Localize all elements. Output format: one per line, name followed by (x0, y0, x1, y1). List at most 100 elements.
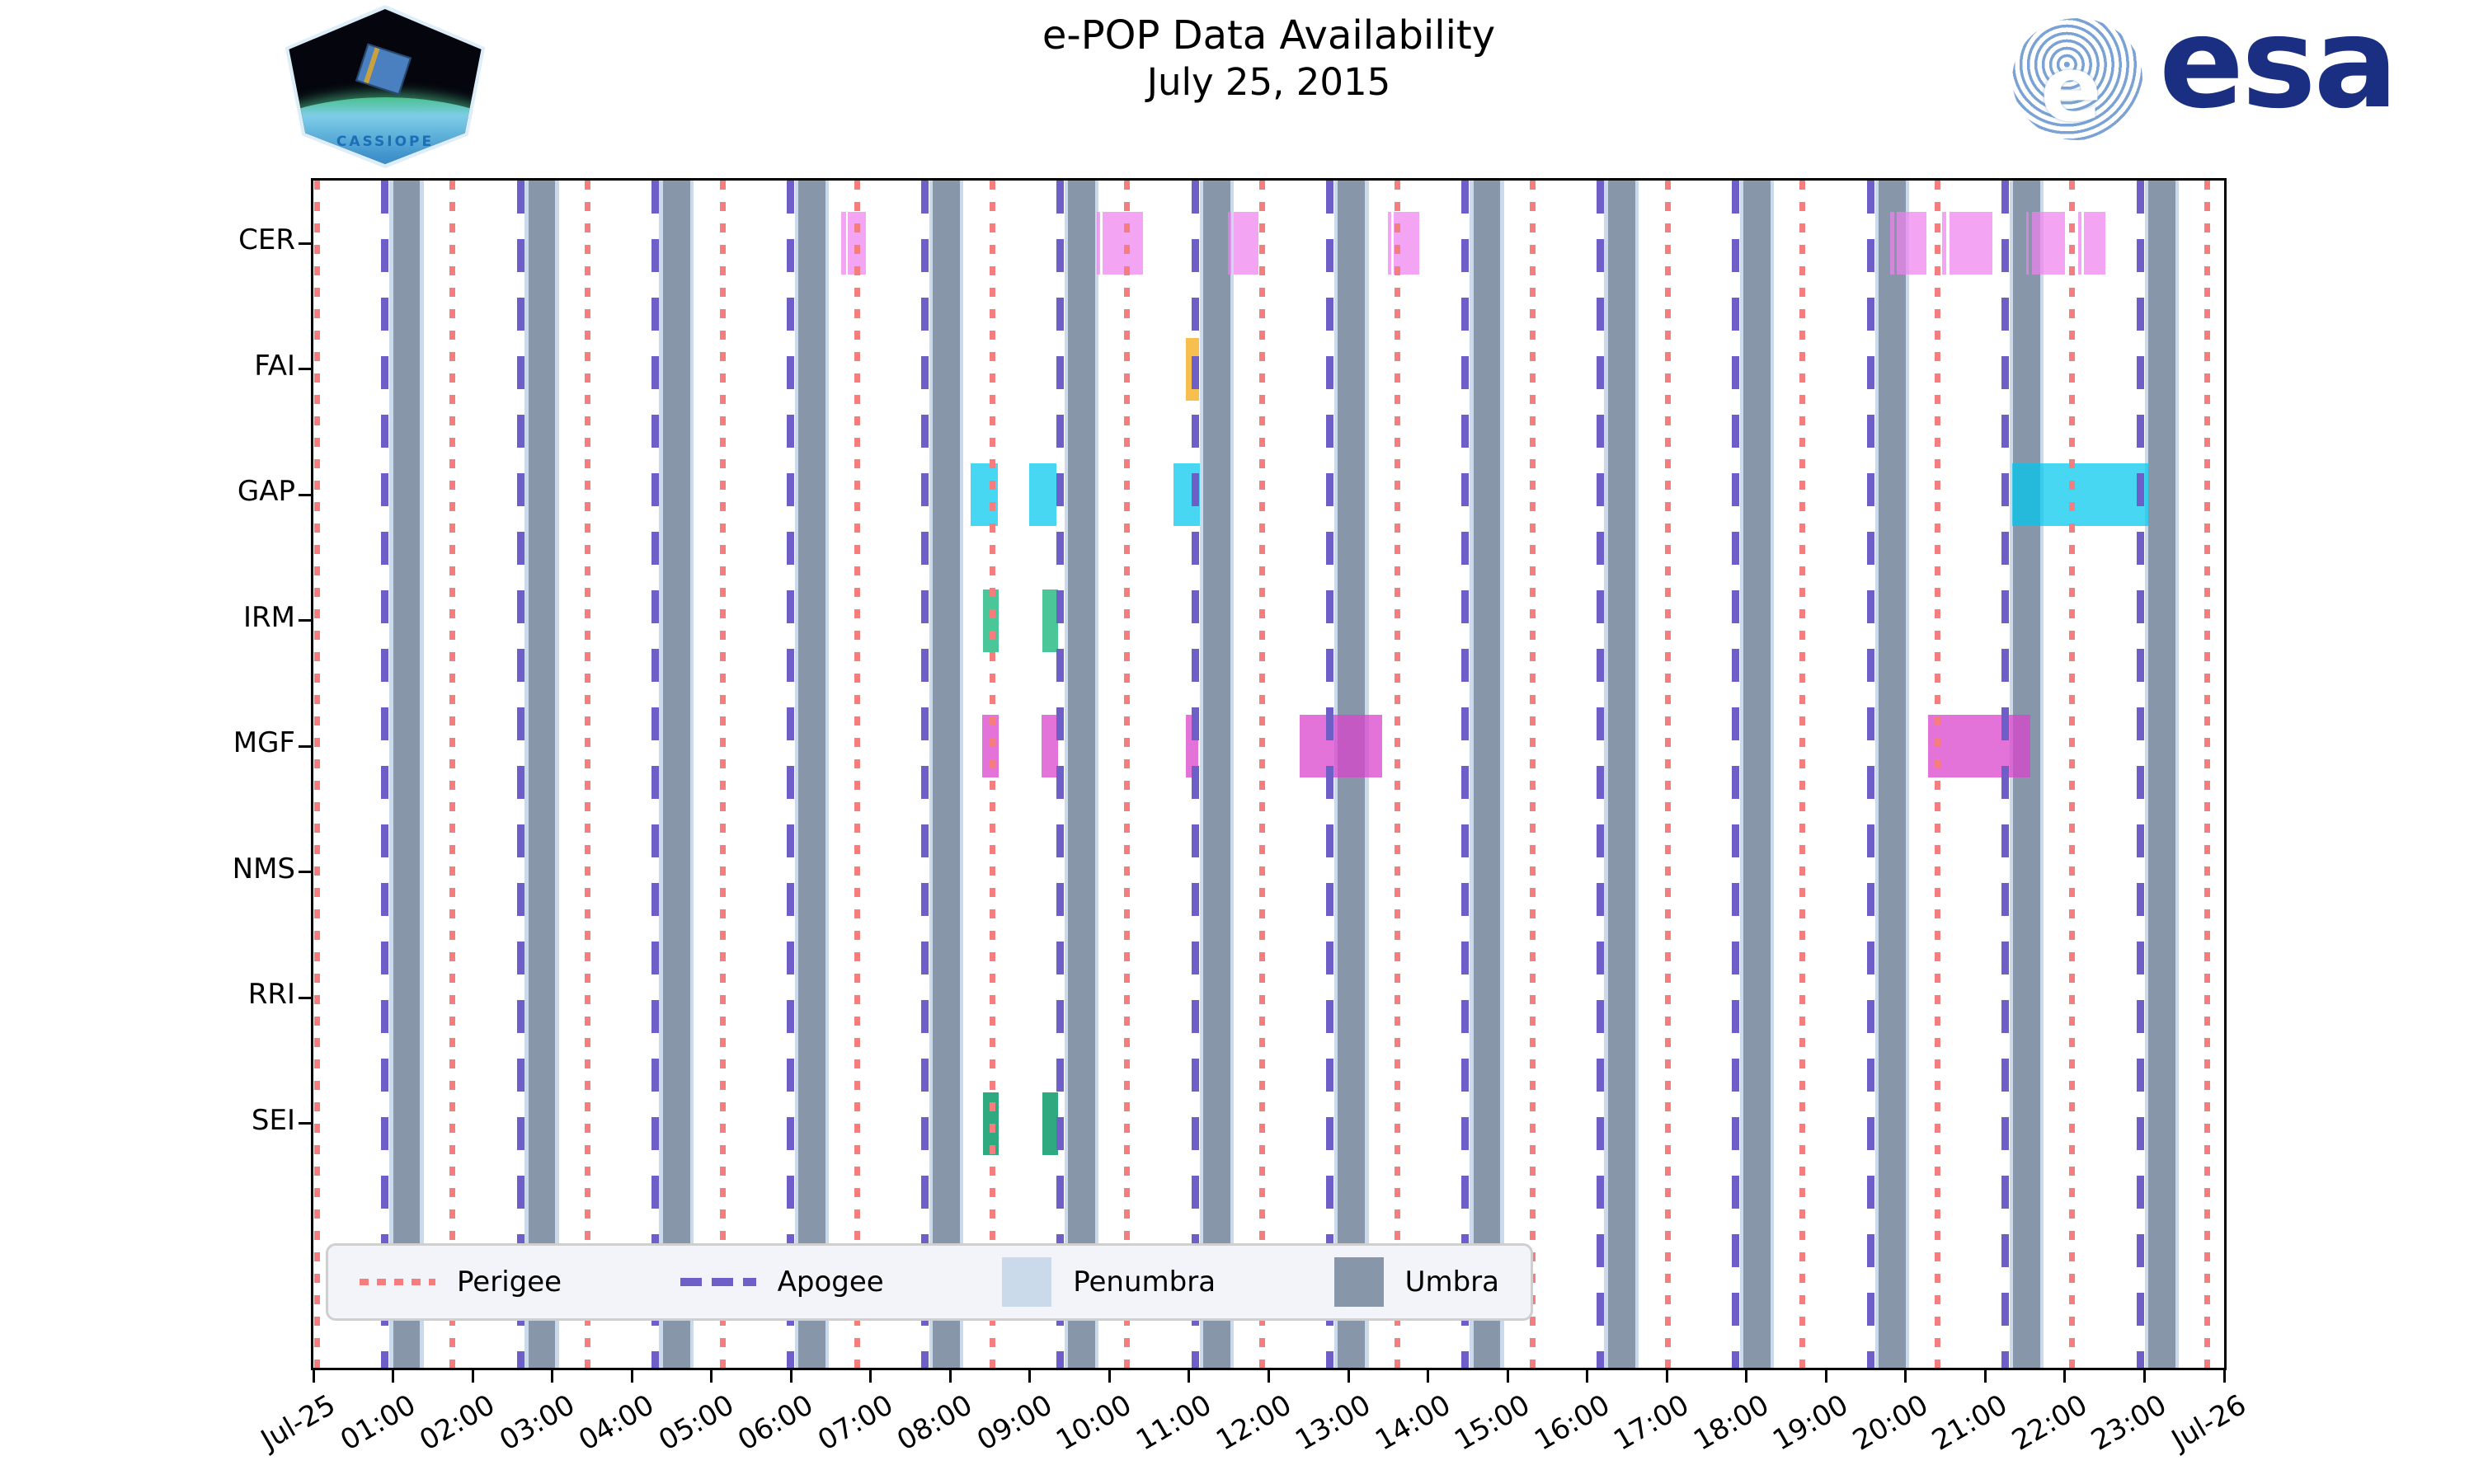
x-axis-label: 14:00 (1369, 1388, 1456, 1458)
perigee-line (1395, 181, 1401, 1368)
umbra-patch-swatch-icon (1333, 1257, 1384, 1307)
earth-graphic (289, 97, 482, 164)
x-axis-tick (1665, 1370, 1668, 1383)
perigee-line (2069, 181, 2076, 1368)
cassiope-patch-label: CASSIOPE (336, 134, 435, 151)
y-axis-label-sei: SEI (251, 1103, 295, 1137)
perigee-line (990, 181, 995, 1368)
x-axis-tick (312, 1370, 315, 1383)
esa-logo: e esa (2012, 0, 2398, 145)
availability-bar-cer (1897, 212, 1926, 275)
apogee-line (651, 181, 659, 1368)
x-axis-tick (1745, 1370, 1748, 1383)
x-axis-tick (1824, 1370, 1827, 1383)
plot-box (311, 178, 2227, 1370)
x-axis-tick (1028, 1370, 1032, 1383)
x-axis-label: 23:00 (2086, 1388, 2173, 1458)
umbra-band (2148, 181, 2176, 1368)
apogee-line (2001, 181, 2009, 1368)
x-axis-label: 15:00 (1449, 1388, 1536, 1458)
x-axis-tick (1983, 1370, 1987, 1383)
x-axis-label: 16:00 (1528, 1388, 1616, 1458)
penumbra-patch-swatch-icon (1002, 1257, 1052, 1307)
umbra-band (1473, 181, 1501, 1368)
legend-label-perigee: Perigee (457, 1266, 562, 1298)
x-axis-label: Jul-25 (256, 1388, 341, 1457)
y-axis-tick (299, 996, 311, 999)
perigee-line (314, 181, 321, 1368)
y-axis-tick (299, 368, 311, 370)
perigee-line (854, 181, 860, 1368)
umbra-band (797, 181, 825, 1368)
legend-item-penumbra: Penumbra (1002, 1257, 1216, 1307)
x-axis-label: 13:00 (1290, 1388, 1377, 1458)
availability-bar-cer (1102, 212, 1143, 275)
legend-item-apogee: Apogee (680, 1266, 884, 1298)
x-axis-label: 12:00 (1210, 1388, 1297, 1458)
x-axis-label: 08:00 (891, 1388, 979, 1458)
y-axis-tick (299, 744, 311, 748)
availability-bar-gap (1028, 463, 1056, 526)
plot-area (313, 181, 2224, 1368)
x-axis-label: 03:00 (493, 1388, 581, 1458)
x-axis-tick (471, 1370, 474, 1383)
apogee-line (1192, 181, 1200, 1368)
x-axis-label: 02:00 (414, 1388, 501, 1458)
apogee-line (516, 181, 524, 1368)
apogee-line (1866, 181, 1874, 1368)
availability-bar-mgf (1927, 715, 2031, 777)
availability-bar-cer (1234, 212, 1258, 275)
legend: Perigee Apogee Penumbra Umbra (326, 1243, 1533, 1321)
y-axis-label-mgf: MGF (233, 726, 295, 759)
apogee-line (920, 181, 929, 1368)
apogee-line (1461, 181, 1470, 1368)
perigee-line (2204, 181, 2211, 1368)
availability-bar-irm (1042, 589, 1058, 652)
legend-item-perigee: Perigee (360, 1266, 562, 1298)
x-axis-tick (948, 1370, 952, 1383)
perigee-line (719, 181, 726, 1368)
chart-title: e-POP Data Availability July 25, 2015 (311, 12, 2227, 106)
x-axis-tick (392, 1370, 395, 1383)
x-axis-label: 11:00 (1131, 1388, 1217, 1458)
umbra-band (662, 181, 690, 1368)
y-axis-tick (299, 1122, 311, 1125)
availability-bar-cer (1889, 212, 1895, 275)
umbra-band (1203, 181, 1231, 1368)
x-axis-label: Jul-26 (2166, 1388, 2252, 1457)
x-axis-tick (551, 1370, 554, 1383)
apogee-line (1596, 181, 1604, 1368)
x-axis-label: 04:00 (573, 1388, 661, 1458)
availability-bar-cer (1949, 212, 1993, 275)
availability-bar-cer (2084, 212, 2106, 275)
y-axis-tick (299, 871, 311, 873)
x-axis-tick (1586, 1370, 1589, 1383)
x-axis-tick (869, 1370, 872, 1383)
apogee-line (381, 181, 389, 1368)
umbra-band (933, 181, 960, 1368)
cassiope-mission-patch: CASSIOPE (279, 5, 492, 168)
perigee-line (449, 181, 456, 1368)
y-axis-label-irm: IRM (243, 600, 295, 634)
perigee-line (1259, 181, 1266, 1368)
perigee-line (1934, 181, 1940, 1368)
x-axis-tick (789, 1370, 793, 1383)
availability-bar-cer (841, 212, 846, 275)
perigee-line (1664, 181, 1671, 1368)
umbra-band (1607, 181, 1635, 1368)
availability-bar-cer (1942, 212, 1947, 275)
y-axis-label-rri: RRI (247, 978, 295, 1011)
availability-bar-mgf (1300, 715, 1382, 777)
x-axis-label: 19:00 (1767, 1388, 1855, 1458)
apogee-dashed-line-swatch-icon (680, 1278, 756, 1286)
x-axis-label: 20:00 (1846, 1388, 1934, 1458)
chart-title-line1: e-POP Data Availability (1042, 12, 1496, 59)
esa-logo-wordmark: esa (2159, 0, 2398, 136)
x-axis-tick (1904, 1370, 1907, 1383)
x-axis-label: 10:00 (1051, 1388, 1138, 1458)
x-axis-label: 06:00 (732, 1388, 820, 1458)
perigee-line (1124, 181, 1131, 1368)
y-axis-label-cer: CER (238, 223, 295, 256)
esa-logo-e-glyph: e (2040, 36, 2102, 142)
